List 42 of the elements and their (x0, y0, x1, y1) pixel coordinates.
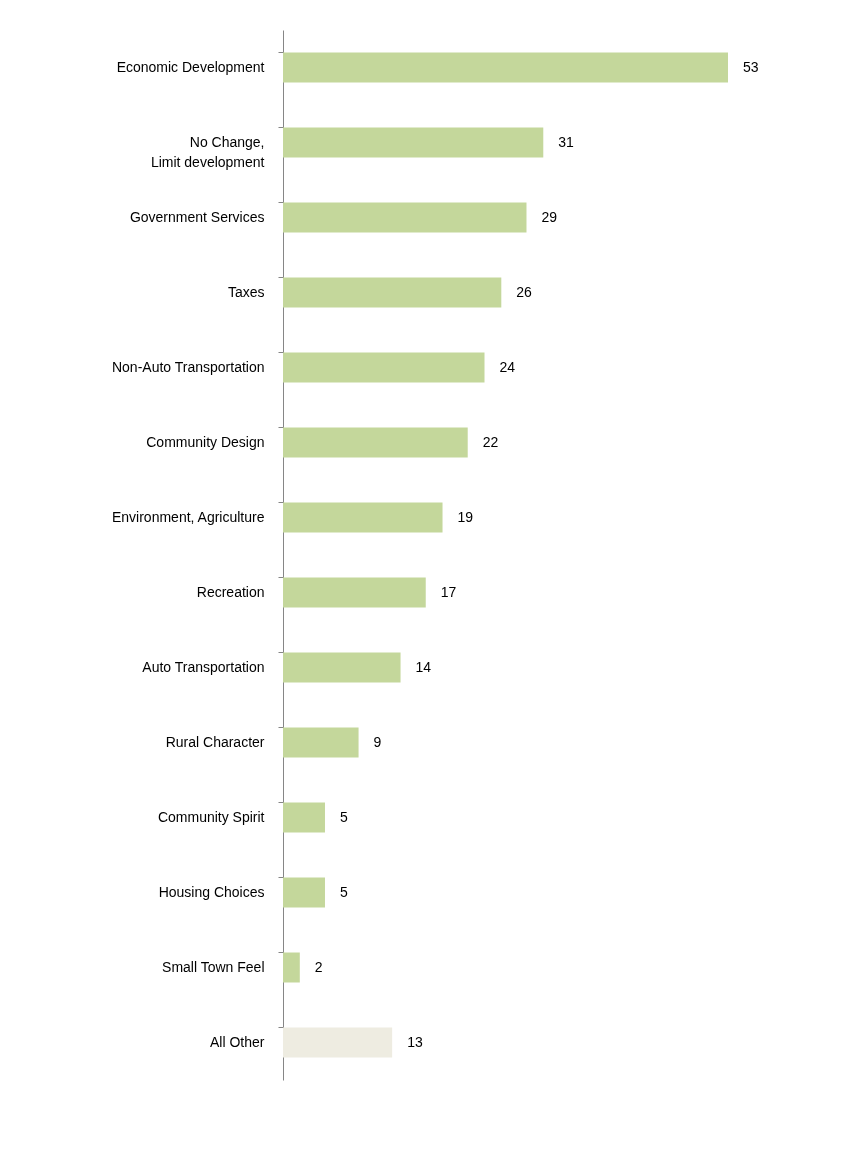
y-tick-label: Recreation (196, 583, 265, 600)
bar (283, 577, 426, 608)
bar (283, 427, 468, 458)
y-tick-label: Small Town Feel (162, 958, 265, 975)
data-label: 17 (440, 583, 457, 600)
data-label: 24 (499, 358, 516, 375)
data-label: 26 (516, 283, 533, 300)
bar (283, 1027, 393, 1058)
y-tick-label: Economic Development (116, 58, 265, 75)
y-tick-label: Government Services (129, 208, 265, 225)
bar (283, 52, 728, 83)
data-label: 13 (407, 1033, 423, 1050)
bar (283, 277, 502, 308)
bar (283, 727, 359, 758)
data-label: 5 (339, 883, 348, 900)
data-label: 19 (457, 508, 474, 525)
y-tick-label: Taxes (227, 283, 265, 300)
y-tick-label: No Change, Limit development (150, 133, 265, 170)
bar (283, 502, 443, 533)
data-label: 5 (339, 808, 348, 825)
data-label: 2 (314, 958, 323, 975)
bar (283, 802, 325, 833)
data-label: 53 (743, 58, 759, 75)
y-tick-label: Auto Transportation (142, 658, 265, 675)
y-tick-label: Environment, Agriculture (111, 508, 265, 525)
bar (283, 952, 300, 983)
y-tick-label: Rural Character (165, 733, 265, 750)
data-label: 14 (415, 658, 432, 675)
y-tick-label: Community Spirit (157, 808, 265, 825)
bar (283, 352, 485, 383)
bar (283, 652, 401, 683)
data-label: 22 (482, 433, 499, 450)
data-label: 9 (373, 733, 382, 750)
y-tick-label: Non-Auto Transportation (111, 358, 265, 375)
bar (283, 877, 325, 908)
bar (283, 202, 527, 233)
y-tick-label: All Other (210, 1033, 265, 1050)
y-tick-label: Community Design (146, 433, 265, 450)
bar (283, 127, 544, 158)
data-label: 31 (558, 133, 575, 150)
y-tick-label: Housing Choices (158, 883, 265, 900)
data-label: 29 (541, 208, 558, 225)
